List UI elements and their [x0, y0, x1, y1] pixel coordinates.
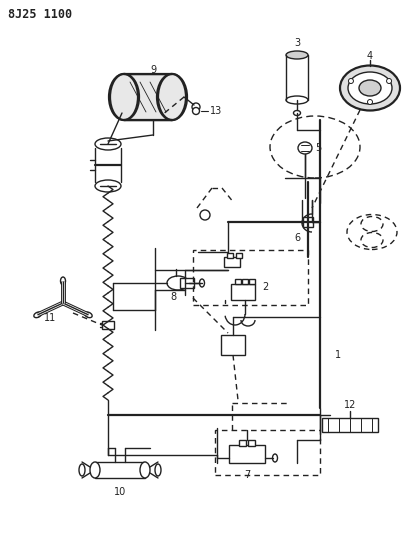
- Ellipse shape: [359, 80, 381, 96]
- Text: 8: 8: [170, 292, 176, 302]
- Bar: [322, 418, 378, 432]
- Circle shape: [200, 210, 210, 220]
- Text: 7: 7: [244, 470, 250, 480]
- Ellipse shape: [286, 96, 308, 104]
- Ellipse shape: [294, 110, 301, 116]
- Text: 6: 6: [294, 233, 300, 243]
- Bar: [180, 278, 194, 288]
- Bar: [303, 217, 313, 227]
- Ellipse shape: [157, 74, 187, 120]
- Ellipse shape: [85, 312, 92, 318]
- Bar: [242, 279, 248, 284]
- Bar: [249, 279, 255, 284]
- Text: 5: 5: [315, 143, 321, 153]
- Circle shape: [193, 108, 200, 115]
- Bar: [235, 279, 241, 284]
- Bar: [239, 440, 246, 446]
- Ellipse shape: [34, 312, 41, 318]
- Ellipse shape: [348, 72, 392, 104]
- Bar: [221, 335, 245, 355]
- Ellipse shape: [167, 276, 189, 290]
- Text: 9: 9: [150, 65, 156, 75]
- Ellipse shape: [158, 74, 186, 120]
- Ellipse shape: [109, 74, 139, 120]
- Text: 10: 10: [114, 487, 126, 497]
- Bar: [231, 284, 255, 300]
- Text: 11: 11: [44, 313, 56, 323]
- Ellipse shape: [140, 462, 150, 478]
- Bar: [248, 440, 255, 446]
- Ellipse shape: [155, 464, 161, 476]
- Ellipse shape: [79, 464, 85, 476]
- Text: 4: 4: [367, 51, 373, 61]
- Ellipse shape: [286, 51, 308, 59]
- Ellipse shape: [298, 142, 312, 154]
- Ellipse shape: [95, 138, 121, 150]
- Bar: [95, 462, 145, 478]
- Circle shape: [348, 78, 353, 84]
- Ellipse shape: [61, 277, 65, 285]
- Bar: [193, 250, 308, 305]
- Bar: [215, 430, 320, 475]
- Circle shape: [192, 103, 200, 111]
- Text: 2: 2: [262, 282, 268, 292]
- Text: 12: 12: [344, 400, 356, 410]
- Bar: [229, 445, 265, 463]
- Bar: [224, 257, 240, 267]
- Bar: [124, 74, 172, 120]
- Ellipse shape: [272, 454, 277, 462]
- Ellipse shape: [110, 74, 138, 120]
- Text: 8J25 1100: 8J25 1100: [8, 7, 72, 20]
- Ellipse shape: [90, 462, 100, 478]
- Circle shape: [387, 78, 391, 84]
- Text: 3: 3: [294, 38, 300, 48]
- Bar: [236, 253, 242, 258]
- Circle shape: [368, 100, 373, 104]
- Bar: [227, 253, 233, 258]
- Bar: [102, 321, 114, 329]
- Text: 1: 1: [335, 350, 341, 360]
- Text: 13: 13: [210, 106, 222, 116]
- Ellipse shape: [340, 66, 400, 110]
- Ellipse shape: [95, 180, 121, 192]
- Ellipse shape: [200, 279, 204, 287]
